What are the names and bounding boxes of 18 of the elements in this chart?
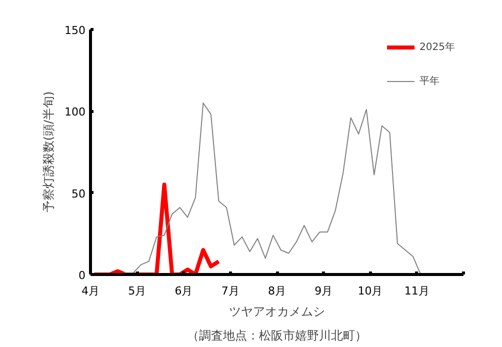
x-tick-label: 6月	[174, 284, 193, 298]
x-tick-label: 5月	[128, 284, 146, 298]
x-tick-label: 11月	[404, 284, 430, 298]
y-tick-label: 150	[64, 24, 86, 37]
x-tick-label: 8月	[268, 284, 286, 298]
y-tick-label: 0	[78, 269, 86, 282]
legend-label: 2025年	[420, 41, 455, 54]
x-tick-label: 9月	[314, 284, 333, 298]
y-tick-label: 100	[64, 106, 86, 119]
x-tick-label: 4月	[82, 284, 100, 298]
x-tick-label: 7月	[221, 284, 240, 298]
x-axis-title: ツヤアオカメムシ	[229, 304, 325, 318]
line-series	[92, 182, 221, 274]
y-tick-label: 50	[72, 187, 86, 200]
legend-label: 平年	[420, 75, 440, 88]
text: （調査地点：松阪市嬉野川北町）	[187, 328, 367, 342]
y-axis-title: 予察灯誘殺数(頭/半旬)	[42, 91, 56, 213]
x-tick-label: 10月	[358, 284, 383, 298]
